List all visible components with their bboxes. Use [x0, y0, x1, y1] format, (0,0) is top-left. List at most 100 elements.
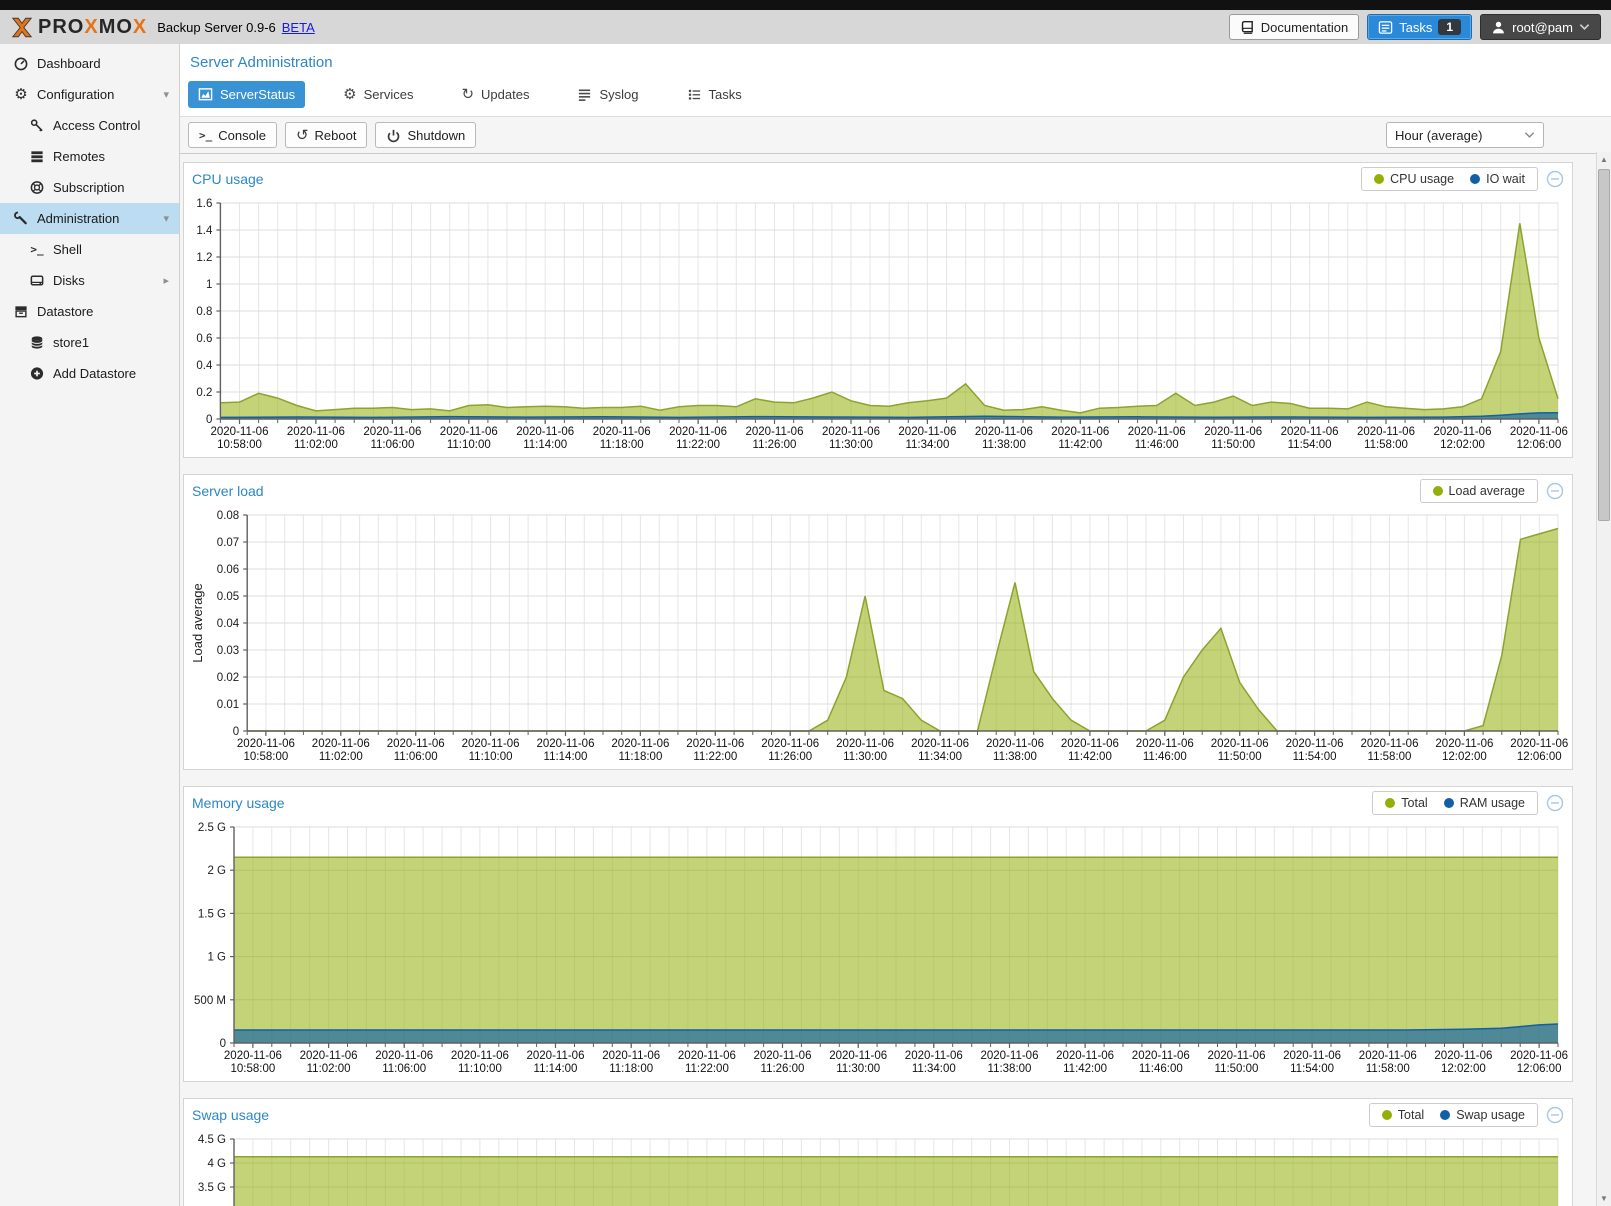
- svg-text:0: 0: [220, 1038, 226, 1050]
- tasks-button[interactable]: Tasks 1: [1367, 14, 1473, 40]
- sidebar-item-dashboard[interactable]: Dashboard: [0, 48, 179, 79]
- reboot-label: Reboot: [314, 127, 357, 143]
- bulleted-list-icon: [688, 89, 700, 100]
- scroll-up-arrow[interactable]: ▲: [1600, 155, 1608, 164]
- svg-text:2020-11-06: 2020-11-06: [602, 1050, 660, 1062]
- legend-label: Total: [1401, 796, 1428, 810]
- sidebar-item-store1[interactable]: store1: [0, 327, 179, 358]
- svg-text:2020-11-06: 2020-11-06: [836, 738, 894, 750]
- legend-dot: [1432, 486, 1443, 496]
- sidebar: Dashboard ⚙ Configuration ▾ Access Contr…: [0, 44, 180, 1206]
- sidebar-item-shell[interactable]: >_ Shell: [0, 234, 179, 265]
- expand-arrow-icon[interactable]: ▸: [163, 275, 169, 287]
- svg-text:2020-11-06: 2020-11-06: [1132, 1050, 1190, 1062]
- panel-title: CPU usage: [192, 171, 264, 187]
- sidebar-item-label: Subscription: [53, 180, 125, 195]
- user-menu-button[interactable]: root@pam: [1480, 14, 1601, 40]
- collapse-panel-button[interactable]: [1546, 170, 1564, 188]
- timeframe-select[interactable]: Hour (average): [1386, 122, 1544, 148]
- tab-syslog[interactable]: Syslog: [567, 81, 648, 108]
- hard-disk-icon: [30, 275, 44, 286]
- svg-text:2020-11-06: 2020-11-06: [986, 738, 1044, 750]
- svg-text:11:06:00: 11:06:00: [370, 439, 414, 451]
- svg-text:11:14:00: 11:14:00: [544, 751, 588, 763]
- svg-text:2020-11-06: 2020-11-06: [1056, 1050, 1114, 1062]
- svg-text:2020-11-06: 2020-11-06: [440, 426, 498, 438]
- legend-dot: [1443, 798, 1454, 808]
- svg-text:2020-11-06: 2020-11-06: [237, 738, 295, 750]
- svg-text:1.5 G: 1.5 G: [198, 908, 226, 920]
- legend-item[interactable]: Swap usage: [1440, 1108, 1525, 1122]
- scrollbar-thumb[interactable]: [1598, 169, 1610, 521]
- minus-circle-icon: [1546, 1106, 1564, 1124]
- collapse-panel-button[interactable]: [1546, 1106, 1564, 1124]
- sidebar-item-add-datastore[interactable]: Add Datastore: [0, 358, 179, 389]
- legend-dot: [1381, 1110, 1392, 1120]
- collapse-arrow-icon[interactable]: ▾: [163, 89, 169, 101]
- svg-text:2020-11-06: 2020-11-06: [462, 738, 520, 750]
- svg-text:11:46:00: 11:46:00: [1143, 751, 1187, 763]
- beta-link[interactable]: BETA: [281, 19, 315, 35]
- collapse-panel-button[interactable]: [1546, 482, 1564, 500]
- legend-item[interactable]: IO wait: [1470, 172, 1525, 186]
- sidebar-item-label: Administration: [37, 211, 120, 226]
- svg-text:11:50:00: 11:50:00: [1218, 751, 1262, 763]
- lines-list-icon: [579, 89, 591, 101]
- svg-text:2.5 G: 2.5 G: [198, 822, 226, 834]
- legend-item[interactable]: Load average: [1432, 484, 1525, 498]
- sidebar-item-disks[interactable]: Disks ▸: [0, 265, 179, 296]
- sidebar-item-subscription[interactable]: Subscription: [0, 172, 179, 203]
- vertical-scrollbar[interactable]: ▲ ▼: [1596, 152, 1611, 1206]
- sidebar-item-configuration[interactable]: ⚙ Configuration ▾: [0, 79, 179, 110]
- svg-text:12:06:00: 12:06:00: [1517, 1063, 1562, 1075]
- scroll-down-arrow[interactable]: ▼: [1600, 1194, 1608, 1203]
- documentation-button[interactable]: Documentation: [1228, 14, 1360, 40]
- wrench-icon: [14, 211, 27, 225]
- collapse-panel-button[interactable]: [1546, 794, 1564, 812]
- app-header: PROXMOX Backup Server 0.9-6 BETA Documen…: [0, 10, 1611, 44]
- sidebar-item-remotes[interactable]: Remotes: [0, 141, 179, 172]
- database-icon: [31, 336, 43, 349]
- reboot-button[interactable]: ↺ Reboot: [284, 122, 368, 148]
- sidebar-item-access-control[interactable]: Access Control: [0, 110, 179, 141]
- shutdown-button[interactable]: Shutdown: [375, 122, 477, 148]
- svg-text:11:18:00: 11:18:00: [618, 751, 662, 763]
- chart-legend: Total Swap usage: [1368, 1103, 1538, 1127]
- legend-item[interactable]: RAM usage: [1443, 796, 1525, 810]
- legend-item[interactable]: CPU usage: [1374, 172, 1454, 186]
- svg-text:3.5 G: 3.5 G: [198, 1182, 226, 1194]
- svg-text:2020-11-06: 2020-11-06: [387, 738, 445, 750]
- legend-item[interactable]: Total: [1385, 796, 1428, 810]
- gears-icon: ⚙: [14, 86, 28, 103]
- sidebar-item-datastore[interactable]: Datastore: [0, 296, 179, 327]
- tab-serverstatus[interactable]: ServerStatus: [188, 81, 306, 108]
- legend-dot: [1440, 1110, 1451, 1120]
- svg-text:11:42:00: 11:42:00: [1063, 1063, 1107, 1075]
- tab-services[interactable]: ⚙ Services: [333, 81, 423, 108]
- svg-text:11:38:00: 11:38:00: [988, 1063, 1032, 1075]
- sidebar-item-administration[interactable]: Administration ▾: [0, 203, 179, 234]
- svg-text:1.6: 1.6: [196, 198, 212, 210]
- legend-item[interactable]: Total: [1381, 1108, 1424, 1122]
- svg-text:11:02:00: 11:02:00: [307, 1063, 351, 1075]
- user-label: root@pam: [1512, 19, 1573, 35]
- app-subtitle: Backup Server 0.9-6: [157, 19, 276, 35]
- svg-text:2020-11-06: 2020-11-06: [1136, 738, 1194, 750]
- svg-text:2020-11-06: 2020-11-06: [1061, 738, 1119, 750]
- tab-updates[interactable]: ↻ Updates: [451, 81, 539, 108]
- svg-text:2020-11-06: 2020-11-06: [312, 738, 370, 750]
- svg-text:0.8: 0.8: [196, 306, 212, 318]
- legend-label: CPU usage: [1390, 172, 1455, 186]
- sidebar-item-label: Disks: [53, 273, 85, 288]
- svg-text:1.2: 1.2: [196, 252, 212, 264]
- legend-dot: [1470, 174, 1481, 184]
- panel-title: Swap usage: [192, 1107, 270, 1123]
- svg-text:2 G: 2 G: [207, 865, 226, 877]
- console-button[interactable]: >_ Console: [188, 122, 277, 148]
- tab-tasks[interactable]: Tasks: [677, 81, 752, 108]
- collapse-arrow-icon[interactable]: ▾: [163, 213, 169, 225]
- svg-text:11:02:00: 11:02:00: [294, 439, 338, 451]
- sidebar-item-label: Access Control: [53, 118, 141, 133]
